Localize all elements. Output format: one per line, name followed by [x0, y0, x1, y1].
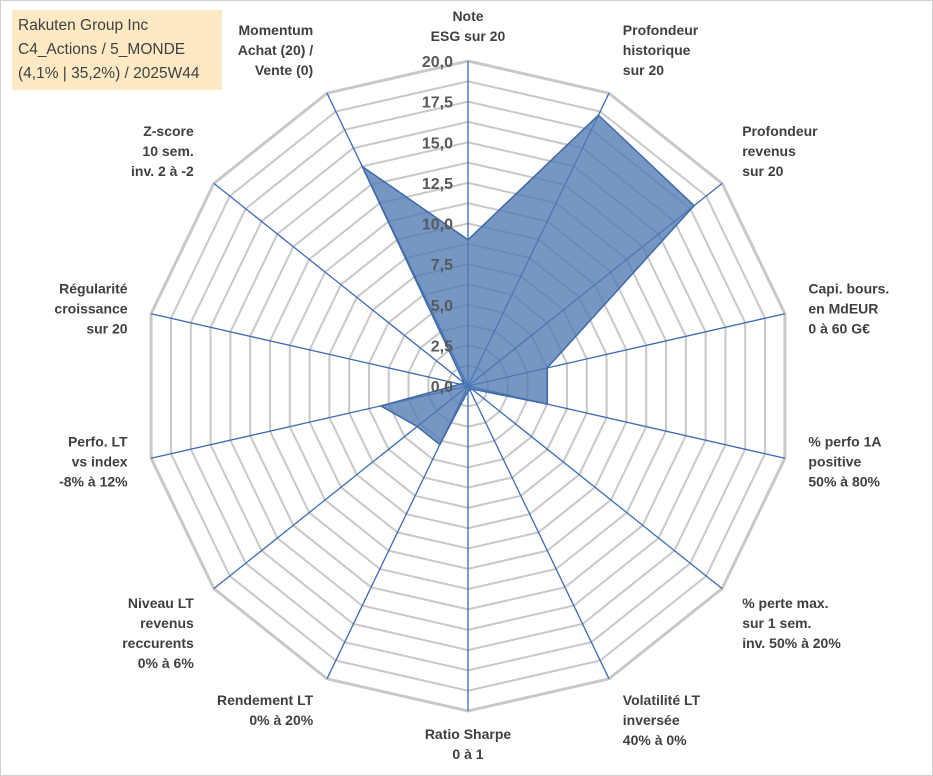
tick-label: 12,5: [422, 176, 453, 193]
axis-label-line: revenus: [742, 143, 796, 159]
axis-label-line: Régularité: [59, 281, 128, 297]
axis-label: Volatilité LT inversée 40% à 0%: [623, 692, 701, 748]
axis-label-line: revenus: [140, 615, 194, 631]
axis-label-line: Profondeur: [742, 123, 818, 139]
axis-label-line: sur 1 sem.: [742, 615, 811, 631]
axis-label-line: Z-score: [143, 123, 194, 139]
axis-label-line: 0% à 20%: [249, 712, 313, 728]
tick-label: 5,0: [431, 298, 453, 315]
axis-label-line: % perte max.: [742, 595, 828, 611]
axis-label-line: Vente (0): [255, 62, 313, 78]
tick-label: 15,0: [422, 135, 453, 152]
axis-label-line: inv. 2 à -2: [131, 163, 194, 179]
axis-label: Momentum Achat (20) / Vente (0): [238, 22, 314, 78]
axis-label: Z-score 10 sem. inv. 2 à -2: [131, 123, 194, 179]
axis-label: Perfo. LT vs index -8% à 12%: [59, 433, 128, 489]
axis-label-line: croissance: [54, 301, 127, 317]
tick-label: 20,0: [422, 54, 453, 71]
radar-axis-labels: Note ESG sur 20 Profondeur historique sur 20…: [54, 8, 889, 762]
axis-label-line: Capi. bours.: [808, 281, 889, 297]
axis-label: Régularité croissance sur 20: [54, 281, 127, 337]
radar-ticks: 0,0 2,5 5,0 7,5 10,0 12,5 15,0 17,5 20,0: [422, 54, 453, 396]
axis-label-line: Niveau LT: [128, 595, 194, 611]
axis-label-line: Momentum: [239, 22, 314, 38]
axis-label-line: -8% à 12%: [59, 473, 128, 489]
tick-label: 7,5: [431, 257, 453, 274]
axis-label-line: sur 20: [86, 321, 127, 337]
axis-label-line: 0% à 6%: [138, 655, 195, 671]
axis-label-line: sur 20: [623, 62, 664, 78]
axis-label-line: 50% à 80%: [808, 473, 880, 489]
axis-label: Profondeur historique sur 20: [623, 22, 699, 78]
axis-label-line: ESG sur 20: [431, 28, 506, 44]
chart-title-box: Rakuten Group Inc C4_Actions / 5_MONDE (…: [12, 10, 222, 90]
axis-label-line: historique: [623, 42, 691, 58]
axis-label-line: inversée: [623, 712, 680, 728]
axis-label-line: inv. 50% à 20%: [742, 635, 841, 651]
axis-label: Ratio Sharpe 0 à 1: [425, 726, 512, 762]
axis-label: % perte max. sur 1 sem. inv. 50% à 20%: [742, 595, 841, 651]
axis-label-line: 0 à 1: [452, 746, 483, 762]
radar-spoke: [467, 385, 723, 590]
axis-label-line: vs index: [72, 453, 128, 469]
axis-label-line: Note: [452, 8, 483, 24]
tick-label: 2,5: [431, 338, 453, 355]
axis-label-line: 10 sem.: [142, 143, 193, 159]
axis-label-line: reccurents: [122, 635, 194, 651]
title-line-category: C4_Actions / 5_MONDE: [18, 41, 186, 58]
axis-label: Niveau LT revenus reccurents 0% à 6%: [122, 595, 194, 671]
radar-series: [360, 114, 696, 446]
axis-label: Capi. bours. en MdEUR 0 à 60 G€: [808, 281, 889, 337]
radar-spoke: [467, 385, 610, 680]
axis-label-line: % perfo 1A: [808, 433, 881, 449]
tick-label: 17,5: [422, 95, 453, 112]
axis-label-line: sur 20: [742, 163, 783, 179]
axis-label: Rendement LT 0% à 20%: [217, 692, 314, 728]
axis-label: Profondeur revenus sur 20: [742, 123, 818, 179]
axis-label-line: en MdEUR: [808, 301, 878, 317]
title-line-company: Rakuten Group Inc: [18, 17, 149, 34]
axis-label-line: Rendement LT: [217, 692, 314, 708]
axis-label-line: 0 à 60 G€: [808, 321, 870, 337]
title-line-period: (4,1% | 35,2%) / 2025W44: [18, 65, 200, 82]
axis-label-line: positive: [808, 453, 861, 469]
axis-label: Note ESG sur 20: [431, 8, 506, 44]
axis-label: % perfo 1A positive 50% à 80%: [808, 433, 881, 489]
tick-label: 10,0: [422, 217, 453, 234]
radar-spoke: [150, 313, 469, 387]
axis-label-line: Achat (20) /: [238, 42, 314, 58]
axis-label-line: 40% à 0%: [623, 732, 687, 748]
axis-label-line: Volatilité LT: [623, 692, 701, 708]
axis-label-line: Perfo. LT: [68, 433, 128, 449]
radar-spoke: [213, 182, 469, 387]
tick-label: 0,0: [431, 379, 453, 396]
axis-label-line: Profondeur: [623, 22, 699, 38]
axis-label-line: Ratio Sharpe: [425, 726, 512, 742]
